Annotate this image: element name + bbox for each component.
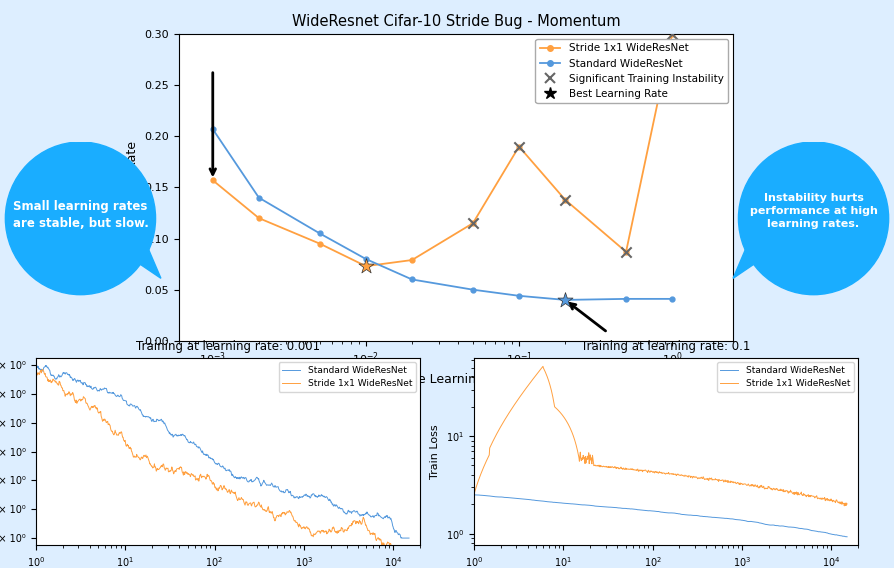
Standard WideResNet xyxy=(54,373,64,379)
Standard WideResNet xyxy=(407,276,417,283)
Stride 1x1 WideResNet xyxy=(752,482,763,488)
Standard WideResNet xyxy=(360,256,371,262)
Title: Training at learning rate: 0.001: Training at learning rate: 0.001 xyxy=(136,340,320,353)
Line: Standard WideResNet: Standard WideResNet xyxy=(36,365,409,538)
Line: Stride 1x1 WideResNet: Stride 1x1 WideResNet xyxy=(210,32,675,269)
Y-axis label: Test Error Rate: Test Error Rate xyxy=(126,141,139,233)
Stride 1x1 WideResNet xyxy=(790,489,801,496)
Standard WideResNet xyxy=(696,513,706,520)
Standard WideResNet xyxy=(396,534,407,541)
Stride 1x1 WideResNet xyxy=(407,257,417,264)
Stride 1x1 WideResNet xyxy=(401,554,412,561)
Stride 1x1 WideResNet xyxy=(54,382,64,389)
Significant Training Instability xyxy=(512,142,527,151)
Standard WideResNet xyxy=(790,524,801,531)
Polygon shape xyxy=(733,236,760,278)
Standard WideResNet xyxy=(30,362,41,369)
Standard WideResNet xyxy=(514,293,525,299)
Stride 1x1 WideResNet xyxy=(560,197,570,203)
Significant Training Instability xyxy=(558,195,572,204)
Standard WideResNet xyxy=(667,295,678,302)
Line: Standard WideResNet: Standard WideResNet xyxy=(210,127,675,302)
Stride 1x1 WideResNet xyxy=(706,477,717,483)
Standard WideResNet xyxy=(560,296,570,303)
Stride 1x1 WideResNet xyxy=(314,528,325,534)
Standard WideResNet xyxy=(620,295,631,302)
Stride 1x1 WideResNet xyxy=(514,143,525,150)
Significant Training Instability xyxy=(619,247,633,256)
Line: Stride 1x1 WideResNet: Stride 1x1 WideResNet xyxy=(474,366,848,506)
Standard WideResNet xyxy=(404,534,415,541)
Text: Small learning rates
are stable, but slow.: Small learning rates are stable, but slo… xyxy=(13,200,148,229)
Stride 1x1 WideResNet xyxy=(268,514,279,521)
Standard WideResNet xyxy=(468,491,479,498)
Stride 1x1 WideResNet xyxy=(468,220,478,227)
Stride 1x1 WideResNet xyxy=(696,474,706,481)
Stride 1x1 WideResNet xyxy=(404,554,415,561)
Stride 1x1 WideResNet xyxy=(537,363,548,370)
Standard WideResNet xyxy=(469,491,480,498)
Stride 1x1 WideResNet xyxy=(30,365,41,371)
Stride 1x1 WideResNet xyxy=(620,248,631,255)
Stride 1x1 WideResNet xyxy=(686,473,696,480)
Y-axis label: Train Loss: Train Loss xyxy=(430,424,440,479)
X-axis label: Base Learning Rate: Base Learning Rate xyxy=(395,373,517,386)
Standard WideResNet xyxy=(314,492,325,499)
Standard WideResNet xyxy=(207,126,218,132)
Standard WideResNet xyxy=(492,494,502,500)
Line: Standard WideResNet: Standard WideResNet xyxy=(474,495,848,537)
Standard WideResNet xyxy=(686,512,696,519)
Point xyxy=(358,262,373,271)
Legend: Stride 1x1 WideResNet, Standard WideResNet, Significant Training Instability, Be: Stride 1x1 WideResNet, Standard WideResN… xyxy=(536,39,728,103)
Standard WideResNet xyxy=(706,514,717,521)
Stride 1x1 WideResNet xyxy=(492,431,502,437)
Legend: Standard WideResNet, Stride 1x1 WideResNet: Standard WideResNet, Stride 1x1 WideResN… xyxy=(279,362,416,392)
Polygon shape xyxy=(134,236,161,278)
Stride 1x1 WideResNet xyxy=(247,500,257,507)
Stride 1x1 WideResNet xyxy=(254,215,265,222)
Standard WideResNet xyxy=(248,478,258,485)
Title: WideResnet Cifar-10 Stride Bug - Momentum: WideResnet Cifar-10 Stride Bug - Momentu… xyxy=(291,14,620,29)
Standard WideResNet xyxy=(352,509,363,516)
Standard WideResNet xyxy=(257,479,268,486)
Standard WideResNet xyxy=(268,483,279,490)
Stride 1x1 WideResNet xyxy=(257,504,267,511)
Standard WideResNet xyxy=(468,286,478,293)
Legend: Standard WideResNet, Stride 1x1 WideResNet: Standard WideResNet, Stride 1x1 WideResN… xyxy=(717,362,854,392)
Significant Training Instability xyxy=(665,30,679,39)
Standard WideResNet xyxy=(315,230,325,237)
Title: Training at learning rate: 0.1: Training at learning rate: 0.1 xyxy=(581,340,751,353)
Standard WideResNet xyxy=(842,533,853,540)
Circle shape xyxy=(738,142,889,295)
Stride 1x1 WideResNet xyxy=(842,500,853,507)
Stride 1x1 WideResNet xyxy=(667,31,678,37)
Standard WideResNet xyxy=(31,362,42,369)
Standard WideResNet xyxy=(752,519,763,526)
Stride 1x1 WideResNet xyxy=(352,519,363,526)
Stride 1x1 WideResNet xyxy=(207,177,218,183)
Standard WideResNet xyxy=(254,194,265,201)
Significant Training Instability xyxy=(466,219,480,228)
Text: Instability hurts
performance at high
learning rates.: Instability hurts performance at high le… xyxy=(749,193,878,229)
Stride 1x1 WideResNet xyxy=(468,491,479,498)
Line: Stride 1x1 WideResNet: Stride 1x1 WideResNet xyxy=(36,368,409,558)
Stride 1x1 WideResNet xyxy=(315,240,325,247)
Stride 1x1 WideResNet xyxy=(839,503,849,509)
Circle shape xyxy=(5,142,156,295)
Point xyxy=(558,295,572,304)
Stride 1x1 WideResNet xyxy=(360,263,371,270)
